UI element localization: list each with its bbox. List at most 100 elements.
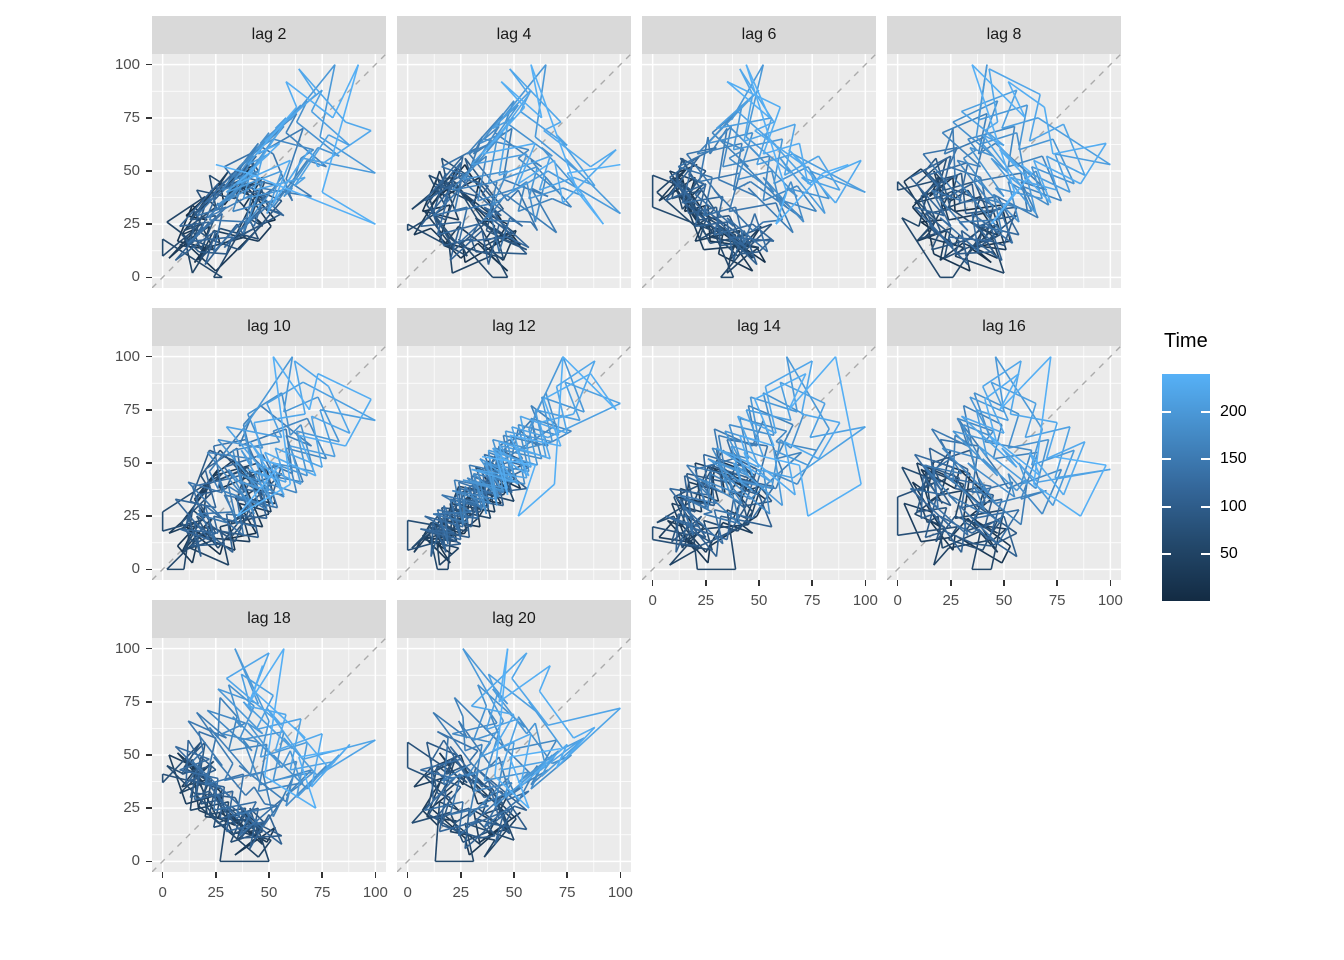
y-axis-label: 50	[123, 746, 140, 763]
x-axis-tick	[1003, 580, 1005, 586]
y-axis-tick	[146, 409, 152, 411]
lag-path	[651, 64, 866, 279]
legend-tick-mark	[1201, 505, 1210, 508]
panel-lag-20	[397, 638, 631, 872]
x-axis-tick	[864, 580, 867, 586]
y-axis-tick	[146, 807, 152, 809]
legend-tick-mark	[1162, 505, 1171, 508]
x-axis-label: 75	[558, 884, 576, 901]
facet-strip-14: lag 14	[642, 308, 876, 346]
legend-tick-label: 200	[1220, 402, 1247, 420]
facet-strip-label: lag 8	[986, 26, 1022, 43]
legend-colorbar	[1162, 374, 1210, 601]
panel-lag-2	[152, 54, 386, 288]
x-axis-label: 100	[362, 884, 388, 901]
y-axis-label: 75	[123, 108, 140, 126]
lag-path	[896, 356, 1111, 571]
x-axis-tick	[321, 872, 323, 878]
lag-path	[651, 356, 866, 571]
y-axis-label: 75	[123, 400, 140, 418]
facet-strip-20: lag 20	[397, 600, 631, 638]
x-axis-tick	[705, 580, 707, 586]
panel-lag-10	[152, 346, 386, 580]
x-axis-label: 25	[207, 884, 225, 901]
facet-strip-label: lag 18	[247, 610, 291, 627]
facet-strip-label: lag 10	[247, 318, 291, 335]
facet-strip-18: lag 18	[152, 600, 386, 638]
y-axis-tick	[146, 515, 152, 517]
y-axis-label: 25	[123, 215, 140, 233]
legend-tick-mark	[1201, 458, 1210, 461]
y-axis-label: 100	[114, 55, 140, 73]
legend-tick-mark	[1201, 410, 1210, 413]
x-axis-tick	[811, 580, 813, 586]
y-axis-tick	[146, 117, 152, 119]
lag-path	[896, 64, 1111, 279]
panel-lag-8	[887, 54, 1121, 288]
y-axis-label: 0	[131, 560, 140, 578]
y-axis-label: 100	[114, 639, 140, 657]
facet-strip-label: lag 4	[496, 26, 532, 43]
x-axis-label: 50	[750, 592, 768, 609]
x-axis-tick	[896, 580, 899, 586]
x-axis-tick	[374, 872, 377, 878]
x-axis-label: 25	[452, 884, 470, 901]
facet-strip-16: lag 16	[887, 308, 1121, 346]
y-axis-label: 50	[123, 162, 140, 179]
lag-path	[161, 64, 376, 279]
x-axis-label: 0	[893, 592, 902, 609]
x-axis-tick	[161, 872, 164, 878]
facet-strip-8: lag 8	[887, 16, 1121, 54]
x-axis-label: 50	[260, 884, 278, 901]
x-axis-tick	[566, 872, 568, 878]
y-axis-label: 0	[131, 268, 140, 286]
y-axis-tick	[146, 568, 152, 571]
y-axis-tick	[146, 223, 152, 225]
legend-title: Time	[1164, 330, 1208, 352]
x-axis-tick	[406, 872, 409, 878]
y-axis-label: 25	[123, 507, 140, 525]
x-axis-tick	[651, 580, 654, 586]
panel-lag-16	[887, 346, 1121, 580]
legend-tick-mark	[1162, 458, 1171, 461]
panel-lag-18	[152, 638, 386, 872]
panel-lag-6	[642, 54, 876, 288]
x-axis-tick	[950, 580, 952, 586]
facet-strip-10: lag 10	[152, 308, 386, 346]
legend-tick-label: 100	[1220, 497, 1247, 515]
facet-strip-label: lag 14	[737, 318, 781, 335]
x-axis-label: 100	[1097, 592, 1123, 609]
panel-lag-12	[397, 346, 631, 580]
x-axis-tick	[268, 872, 270, 878]
lag-path	[406, 64, 621, 279]
y-axis-tick	[146, 754, 152, 756]
facet-strip-label: lag 20	[492, 610, 536, 627]
x-axis-tick	[1109, 580, 1112, 586]
facet-strip-4: lag 4	[397, 16, 631, 54]
y-axis-tick	[146, 355, 152, 358]
facet-strip-2: lag 2	[152, 16, 386, 54]
legend-tick-mark	[1162, 553, 1171, 556]
x-axis-label: 0	[648, 592, 657, 609]
y-axis-tick	[146, 701, 152, 703]
x-axis-label: 25	[697, 592, 715, 609]
facet-strip-label: lag 12	[492, 318, 536, 335]
y-axis-tick	[146, 170, 152, 172]
lag-path	[161, 648, 376, 863]
facet-strip-label: lag 6	[741, 26, 777, 43]
panel-lag-4	[397, 54, 631, 288]
facet-strip-6: lag 6	[642, 16, 876, 54]
legend-tick-label: 150	[1220, 450, 1247, 468]
x-axis-label: 0	[403, 884, 412, 901]
x-axis-label: 75	[1048, 592, 1066, 609]
x-axis-label: 50	[995, 592, 1013, 609]
x-axis-tick	[513, 872, 515, 878]
x-axis-label: 0	[158, 884, 167, 901]
x-axis-tick	[619, 872, 622, 878]
x-axis-label: 75	[803, 592, 821, 609]
lag-path	[406, 648, 621, 863]
y-axis-tick	[146, 462, 152, 464]
y-axis-label: 75	[123, 692, 140, 710]
y-axis-label: 25	[123, 799, 140, 817]
